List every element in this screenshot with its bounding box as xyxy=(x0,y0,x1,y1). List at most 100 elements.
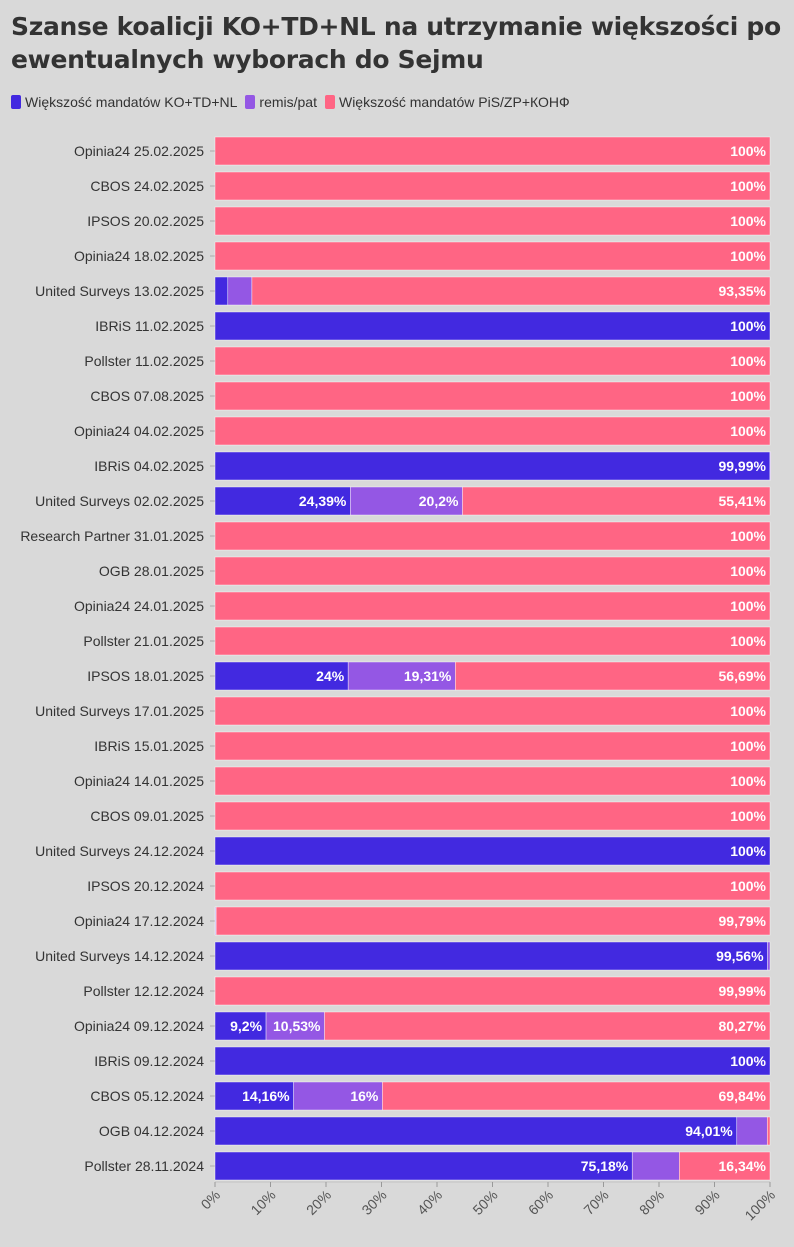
category-label: United Surveys 14.12.2024 xyxy=(35,948,204,964)
category-label: CBOS 09.01.2025 xyxy=(90,808,204,824)
category-label: Opinia24 14.01.2025 xyxy=(74,773,204,789)
x-tick-label: 50% xyxy=(469,1187,500,1218)
bar-segment-pis xyxy=(324,1011,771,1041)
legend-swatch-remis xyxy=(245,95,256,109)
data-label-ko: 100% xyxy=(730,843,766,859)
legend-label-pis: Większość mandatów PiS/ZP+КОНФ xyxy=(338,94,570,110)
data-label-pis: 100% xyxy=(730,773,766,789)
x-tick-label: 10% xyxy=(247,1187,278,1218)
bar-segment-pis xyxy=(251,276,771,306)
x-tick-label: 0% xyxy=(197,1187,223,1213)
bar-segment-ko xyxy=(214,451,771,481)
bar-segment-ko xyxy=(214,1151,633,1181)
x-tick-label: 60% xyxy=(525,1187,556,1218)
category-label: IPSOS 18.01.2025 xyxy=(87,668,204,684)
legend: Większość mandatów KO+TD+NL remis/pat Wi… xyxy=(11,93,578,111)
legend-swatch-ko xyxy=(11,95,21,109)
x-tick-label: 90% xyxy=(691,1187,722,1218)
data-label-pis: 69,84% xyxy=(719,1088,767,1104)
category-label: Opinia24 17.12.2024 xyxy=(74,913,204,929)
x-tick-label: 80% xyxy=(636,1187,667,1218)
legend-item-pis[interactable]: Większość mandatów PiS/ZP+КОНФ xyxy=(324,94,570,110)
data-label-pis: 100% xyxy=(730,528,766,544)
category-label: Pollster 21.01.2025 xyxy=(83,633,204,649)
data-label-pis: 100% xyxy=(730,248,766,264)
bar-segment-pis xyxy=(214,626,771,656)
bar-segment-ko xyxy=(214,486,351,516)
bar-segment-pis xyxy=(214,766,771,796)
category-label: OGB 04.12.2024 xyxy=(99,1123,204,1139)
bar-segment-pis xyxy=(766,1116,771,1146)
data-label-pis: 100% xyxy=(730,563,766,579)
data-label-pis: 16,34% xyxy=(719,1158,767,1174)
data-label-ko: 94,01% xyxy=(685,1123,733,1139)
bar-segment-pis xyxy=(214,696,771,726)
bar-segment-remis xyxy=(265,1011,325,1041)
bar-segment-remis xyxy=(769,451,771,481)
data-label-ko: 99,56% xyxy=(716,948,764,964)
bar-segment-remis xyxy=(631,1151,680,1181)
data-label-pis: 55,41% xyxy=(719,493,767,509)
x-tick-label: 70% xyxy=(580,1187,611,1218)
legend-label-ko: Większość mandatów KO+TD+NL xyxy=(25,94,238,110)
data-label-pis: 100% xyxy=(730,388,766,404)
bar-segment-pis xyxy=(214,171,771,201)
data-label-pis: 100% xyxy=(730,878,766,894)
category-label: IBRiS 11.02.2025 xyxy=(95,318,204,334)
bar-segment-pis xyxy=(214,381,771,411)
data-label-ko: 99,99% xyxy=(718,458,766,474)
category-label: IPSOS 20.02.2025 xyxy=(87,213,204,229)
data-label-pis: 100% xyxy=(730,738,766,754)
bar-segment-ko xyxy=(214,1116,738,1146)
category-label: OGB 28.01.2025 xyxy=(99,563,204,579)
bar-segment-remis xyxy=(293,1081,383,1111)
bar-segment-pis xyxy=(214,416,771,446)
bar-segment-pis xyxy=(679,1151,771,1181)
bar-segment-remis xyxy=(347,661,456,691)
data-label-pis: 100% xyxy=(730,423,766,439)
category-label: United Surveys 24.12.2024 xyxy=(35,843,204,859)
bar-segment-remis xyxy=(736,1116,768,1146)
bar-segment-pis xyxy=(462,486,771,516)
x-tick-label: 40% xyxy=(414,1187,445,1218)
data-label-remis: 10,53% xyxy=(273,1018,321,1034)
data-label-ko: 100% xyxy=(730,318,766,334)
bar-segment-pis xyxy=(214,206,771,236)
bar-segment-ko xyxy=(214,1081,294,1111)
category-label: Research Partner 31.01.2025 xyxy=(20,528,204,544)
legend-label-remis: remis/pat xyxy=(259,94,317,110)
category-label: United Surveys 13.02.2025 xyxy=(35,283,204,299)
data-label-ko: 100% xyxy=(730,1053,766,1069)
legend-item-remis[interactable]: remis/pat xyxy=(245,94,317,110)
bar-segment-ko xyxy=(214,661,349,691)
bar-segment-ko xyxy=(214,1011,267,1041)
category-label: Opinia24 09.12.2024 xyxy=(74,1018,204,1034)
legend-item-ko[interactable]: Większość mandatów KO+TD+NL xyxy=(11,94,237,110)
category-label: Opinia24 18.02.2025 xyxy=(74,248,204,264)
category-label: CBOS 07.08.2025 xyxy=(90,388,204,404)
category-label: CBOS 05.12.2024 xyxy=(90,1088,204,1104)
category-label: Pollster 11.02.2025 xyxy=(84,353,204,369)
bar-segment-pis xyxy=(214,871,771,901)
category-label: Opinia24 04.02.2025 xyxy=(74,423,204,439)
data-label-pis: 80,27% xyxy=(719,1018,767,1034)
data-label-ko: 75,18% xyxy=(581,1158,629,1174)
data-label-pis: 99,99% xyxy=(719,983,767,999)
category-label: IBRiS 15.01.2025 xyxy=(94,738,204,754)
data-label-pis: 100% xyxy=(730,633,766,649)
category-label: IPSOS 20.12.2024 xyxy=(87,878,204,894)
bar-segment-ko xyxy=(214,311,771,341)
bar-segment-pis xyxy=(214,346,771,376)
bar-segment-pis xyxy=(214,591,771,621)
category-label: IBRiS 04.02.2025 xyxy=(94,458,204,474)
bar-segment-pis xyxy=(214,241,771,271)
bar-segment-pis xyxy=(214,731,771,761)
data-label-ko: 24,39% xyxy=(299,493,347,509)
category-label: United Surveys 02.02.2025 xyxy=(35,493,204,509)
category-label: Pollster 12.12.2024 xyxy=(83,983,204,999)
data-label-ko: 24% xyxy=(316,668,345,684)
data-label-ko: 14,16% xyxy=(242,1088,290,1104)
bar-segment-ko xyxy=(214,941,768,971)
data-label-pis: 56,69% xyxy=(719,668,767,684)
